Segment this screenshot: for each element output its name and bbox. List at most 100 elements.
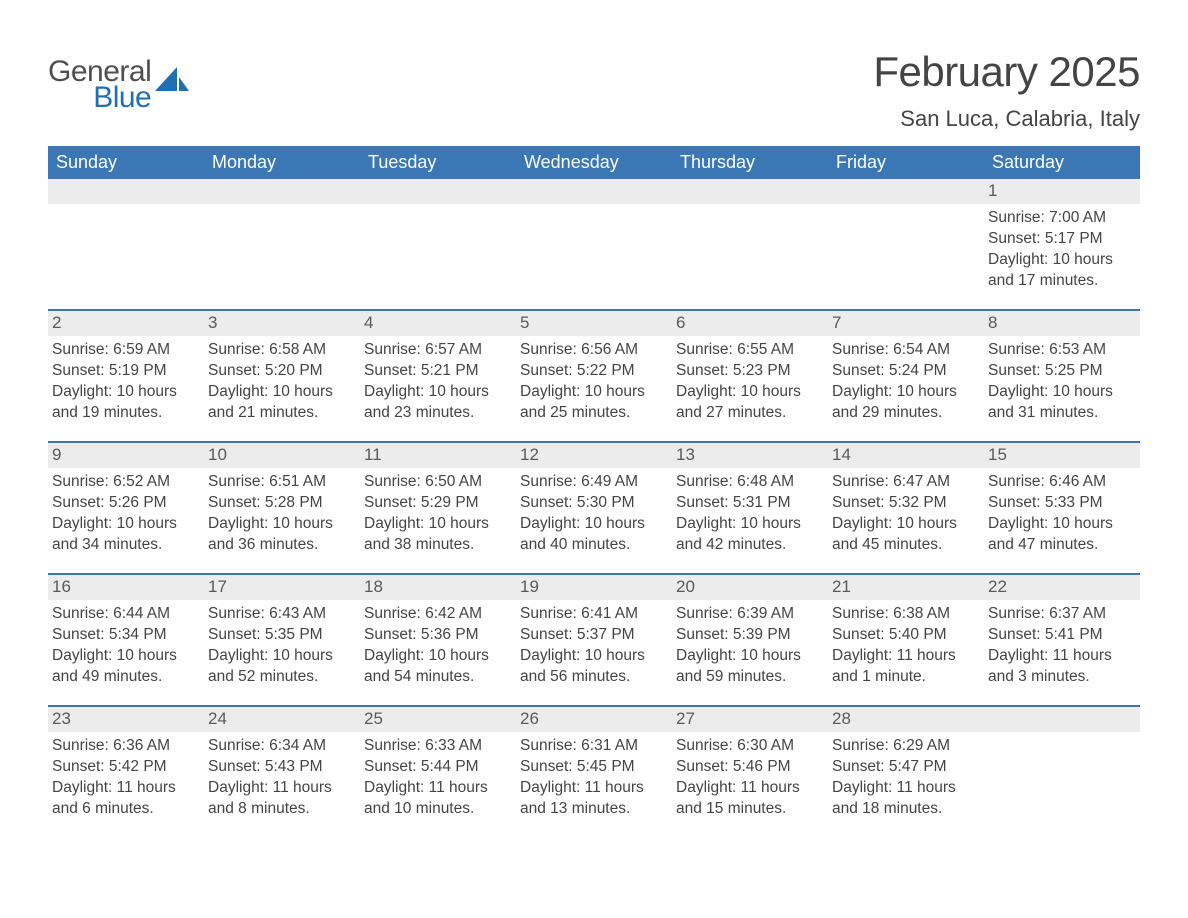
- sunset-text: Sunset: 5:34 PM: [52, 625, 200, 646]
- sunrise-text: Sunrise: 6:42 AM: [364, 604, 512, 625]
- daylight-text: Daylight: 10 hours and 23 minutes.: [364, 382, 512, 424]
- day-cell: 10Sunrise: 6:51 AMSunset: 5:28 PMDayligh…: [204, 443, 360, 573]
- day-number: 22: [984, 575, 1140, 600]
- sunrise-text: Sunrise: 6:36 AM: [52, 736, 200, 757]
- day-cell: 6Sunrise: 6:55 AMSunset: 5:23 PMDaylight…: [672, 311, 828, 441]
- sunset-text: Sunset: 5:41 PM: [988, 625, 1136, 646]
- day-cell: [984, 707, 1140, 837]
- sunset-text: Sunset: 5:36 PM: [364, 625, 512, 646]
- sunset-text: Sunset: 5:25 PM: [988, 361, 1136, 382]
- day-cell: [204, 179, 360, 309]
- day-number: 9: [48, 443, 204, 468]
- day-number: [360, 179, 516, 204]
- day-cell: 4Sunrise: 6:57 AMSunset: 5:21 PMDaylight…: [360, 311, 516, 441]
- daylight-text: Daylight: 10 hours and 25 minutes.: [520, 382, 668, 424]
- day-number: 20: [672, 575, 828, 600]
- daylight-text: Daylight: 11 hours and 3 minutes.: [988, 646, 1136, 688]
- weekday-header: Friday: [828, 146, 984, 179]
- day-number: 12: [516, 443, 672, 468]
- sunrise-text: Sunrise: 6:58 AM: [208, 340, 356, 361]
- day-number: 5: [516, 311, 672, 336]
- sunrise-text: Sunrise: 7:00 AM: [988, 208, 1136, 229]
- day-cell: 20Sunrise: 6:39 AMSunset: 5:39 PMDayligh…: [672, 575, 828, 705]
- sunrise-text: Sunrise: 6:38 AM: [832, 604, 980, 625]
- sunset-text: Sunset: 5:22 PM: [520, 361, 668, 382]
- day-number: [516, 179, 672, 204]
- sunrise-text: Sunrise: 6:43 AM: [208, 604, 356, 625]
- day-number: 16: [48, 575, 204, 600]
- day-number: [828, 179, 984, 204]
- day-cell: 12Sunrise: 6:49 AMSunset: 5:30 PMDayligh…: [516, 443, 672, 573]
- sunset-text: Sunset: 5:47 PM: [832, 757, 980, 778]
- day-number: 27: [672, 707, 828, 732]
- sunrise-text: Sunrise: 6:50 AM: [364, 472, 512, 493]
- day-number: 28: [828, 707, 984, 732]
- sunset-text: Sunset: 5:45 PM: [520, 757, 668, 778]
- sunrise-text: Sunrise: 6:55 AM: [676, 340, 824, 361]
- week-row: 16Sunrise: 6:44 AMSunset: 5:34 PMDayligh…: [48, 573, 1140, 705]
- day-cell: 9Sunrise: 6:52 AMSunset: 5:26 PMDaylight…: [48, 443, 204, 573]
- sunset-text: Sunset: 5:35 PM: [208, 625, 356, 646]
- sunset-text: Sunset: 5:46 PM: [676, 757, 824, 778]
- sunset-text: Sunset: 5:26 PM: [52, 493, 200, 514]
- day-number: 10: [204, 443, 360, 468]
- month-title: February 2025: [873, 48, 1140, 96]
- daylight-text: Daylight: 11 hours and 6 minutes.: [52, 778, 200, 820]
- day-cell: [516, 179, 672, 309]
- sunrise-text: Sunrise: 6:44 AM: [52, 604, 200, 625]
- daylight-text: Daylight: 10 hours and 52 minutes.: [208, 646, 356, 688]
- sunrise-text: Sunrise: 6:56 AM: [520, 340, 668, 361]
- weekday-header-row: SundayMondayTuesdayWednesdayThursdayFrid…: [48, 146, 1140, 179]
- sunset-text: Sunset: 5:32 PM: [832, 493, 980, 514]
- sunset-text: Sunset: 5:21 PM: [364, 361, 512, 382]
- daylight-text: Daylight: 11 hours and 13 minutes.: [520, 778, 668, 820]
- day-cell: 5 Sunrise: 6:56 AMSunset: 5:22 PMDaylight…: [516, 311, 672, 441]
- day-cell: [672, 179, 828, 309]
- day-number: [204, 179, 360, 204]
- title-block: February 2025 San Luca, Calabria, Italy: [873, 48, 1140, 132]
- sunrise-text: Sunrise: 6:59 AM: [52, 340, 200, 361]
- daylight-text: Daylight: 10 hours and 42 minutes.: [676, 514, 824, 556]
- day-cell: 28Sunrise: 6:29 AMSunset: 5:47 PMDayligh…: [828, 707, 984, 837]
- week-row: 23Sunrise: 6:36 AMSunset: 5:42 PMDayligh…: [48, 705, 1140, 837]
- sunrise-text: Sunrise: 6:34 AM: [208, 736, 356, 757]
- sunrise-text: Sunrise: 6:54 AM: [832, 340, 980, 361]
- week-row: 2Sunrise: 6:59 AMSunset: 5:19 PMDaylight…: [48, 309, 1140, 441]
- sunset-text: Sunset: 5:33 PM: [988, 493, 1136, 514]
- day-number: [48, 179, 204, 204]
- sunrise-text: Sunrise: 6:41 AM: [520, 604, 668, 625]
- daylight-text: Daylight: 10 hours and 36 minutes.: [208, 514, 356, 556]
- day-cell: 26 Sunrise: 6:31 AMSunset: 5:45 PMDayligh…: [516, 707, 672, 837]
- weekday-header: Saturday: [984, 146, 1140, 179]
- day-number: 23: [48, 707, 204, 732]
- daylight-text: Daylight: 10 hours and 31 minutes.: [988, 382, 1136, 424]
- sunrise-text: Sunrise: 6:31 AM: [520, 736, 668, 757]
- day-cell: 16 Sunrise: 6:44 AMSunset: 5:34 PMDayligh…: [48, 575, 204, 705]
- day-cell: 23Sunrise: 6:36 AMSunset: 5:42 PMDayligh…: [48, 707, 204, 837]
- daylight-text: Daylight: 10 hours and 49 minutes.: [52, 646, 200, 688]
- daylight-text: Daylight: 11 hours and 1 minute.: [832, 646, 980, 688]
- day-number: 6: [672, 311, 828, 336]
- daylight-text: Daylight: 10 hours and 19 minutes.: [52, 382, 200, 424]
- weeks-container: 1Sunrise: 7:00 AMSunset: 5:17 PMDaylight…: [48, 179, 1140, 837]
- day-number: 2: [48, 311, 204, 336]
- sunrise-text: Sunrise: 6:53 AM: [988, 340, 1136, 361]
- sunset-text: Sunset: 5:39 PM: [676, 625, 824, 646]
- sunrise-text: Sunrise: 6:57 AM: [364, 340, 512, 361]
- day-number: 13: [672, 443, 828, 468]
- day-number: 15: [984, 443, 1140, 468]
- day-number: 18: [360, 575, 516, 600]
- weekday-header: Thursday: [672, 146, 828, 179]
- day-cell: 24Sunrise: 6:34 AMSunset: 5:43 PMDayligh…: [204, 707, 360, 837]
- day-cell: 8Sunrise: 6:53 AMSunset: 5:25 PMDaylight…: [984, 311, 1140, 441]
- day-number: 17: [204, 575, 360, 600]
- daylight-text: Daylight: 10 hours and 17 minutes.: [988, 250, 1136, 292]
- location-title: San Luca, Calabria, Italy: [873, 106, 1140, 132]
- day-number: 24: [204, 707, 360, 732]
- sunset-text: Sunset: 5:24 PM: [832, 361, 980, 382]
- sunrise-text: Sunrise: 6:37 AM: [988, 604, 1136, 625]
- daylight-text: Daylight: 11 hours and 18 minutes.: [832, 778, 980, 820]
- day-number: 26: [516, 707, 672, 732]
- week-row: 1Sunrise: 7:00 AMSunset: 5:17 PMDaylight…: [48, 179, 1140, 309]
- day-cell: 13Sunrise: 6:48 AMSunset: 5:31 PMDayligh…: [672, 443, 828, 573]
